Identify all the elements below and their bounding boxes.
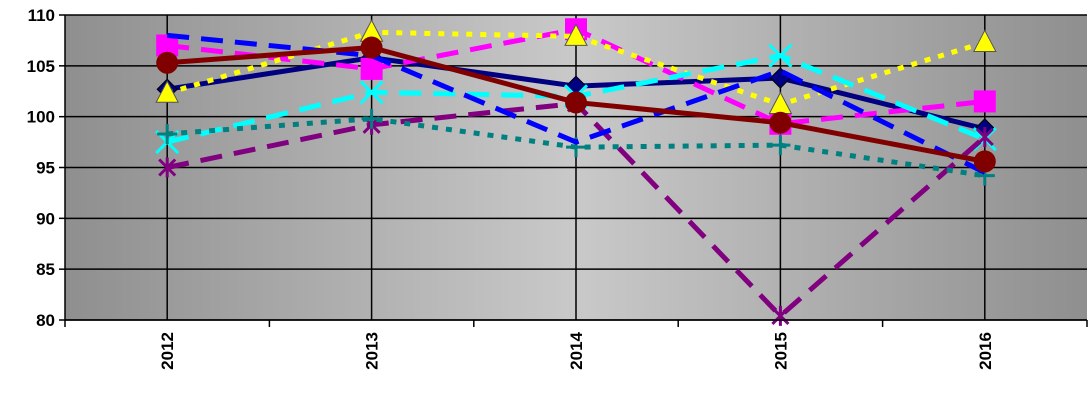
data-point xyxy=(155,80,180,103)
y-tick-label: 80 xyxy=(36,311,55,330)
data-point xyxy=(158,157,177,178)
data-point xyxy=(156,51,179,74)
square-icon xyxy=(360,57,383,80)
x-tick-label: 2016 xyxy=(976,332,995,370)
circle-icon xyxy=(769,111,792,134)
axes xyxy=(59,14,1088,327)
plus-icon xyxy=(157,123,178,144)
data-point xyxy=(156,34,179,57)
plus-icon xyxy=(770,135,791,156)
tick-labels: 80 85 90 95 100 105 110 2012 2013 2014 2015 2016 xyxy=(27,6,995,370)
series-line xyxy=(166,32,986,175)
circle-icon xyxy=(360,36,383,59)
star-icon xyxy=(158,157,177,178)
x-tick-label: 2015 xyxy=(771,332,790,370)
x-tick-label: 2013 xyxy=(363,332,382,370)
data-point xyxy=(769,111,792,134)
y-tick-label: 90 xyxy=(36,209,55,228)
x-cross-icon xyxy=(359,80,384,105)
circle-icon xyxy=(156,51,179,74)
data-point xyxy=(157,123,178,144)
triangle-icon xyxy=(564,23,588,46)
data-point xyxy=(564,23,588,46)
plus-icon xyxy=(361,108,382,129)
y-tick-label: 95 xyxy=(36,159,55,178)
data-point xyxy=(972,29,997,52)
x-tick-label: 2014 xyxy=(567,331,586,369)
circle-icon xyxy=(973,150,996,173)
circle-icon xyxy=(565,91,587,114)
y-tick-label: 85 xyxy=(36,260,55,279)
data-point xyxy=(361,108,382,129)
star-icon xyxy=(975,127,994,147)
y-tick-label: 100 xyxy=(27,108,55,127)
data-point xyxy=(771,305,790,326)
data-point xyxy=(973,90,996,113)
star-icon xyxy=(771,305,790,326)
y-tick-label: 105 xyxy=(27,57,55,76)
data-point xyxy=(975,127,994,147)
x-cross-icon xyxy=(768,43,793,68)
data-point xyxy=(770,135,791,156)
series-6 xyxy=(157,108,995,186)
data-point xyxy=(359,80,384,105)
square-icon xyxy=(973,90,996,113)
data-point xyxy=(768,43,793,68)
data-point xyxy=(565,91,587,114)
data-point xyxy=(360,36,383,59)
x-tick-label: 2012 xyxy=(158,332,177,370)
triangle-icon xyxy=(155,80,180,103)
triangle-icon xyxy=(972,29,997,52)
square-icon xyxy=(156,34,179,57)
series-8 xyxy=(156,36,996,173)
series-layer xyxy=(155,18,997,326)
y-tick-label: 110 xyxy=(28,6,55,25)
data-point xyxy=(973,150,996,173)
series-7 xyxy=(166,32,986,175)
data-point xyxy=(360,57,383,80)
